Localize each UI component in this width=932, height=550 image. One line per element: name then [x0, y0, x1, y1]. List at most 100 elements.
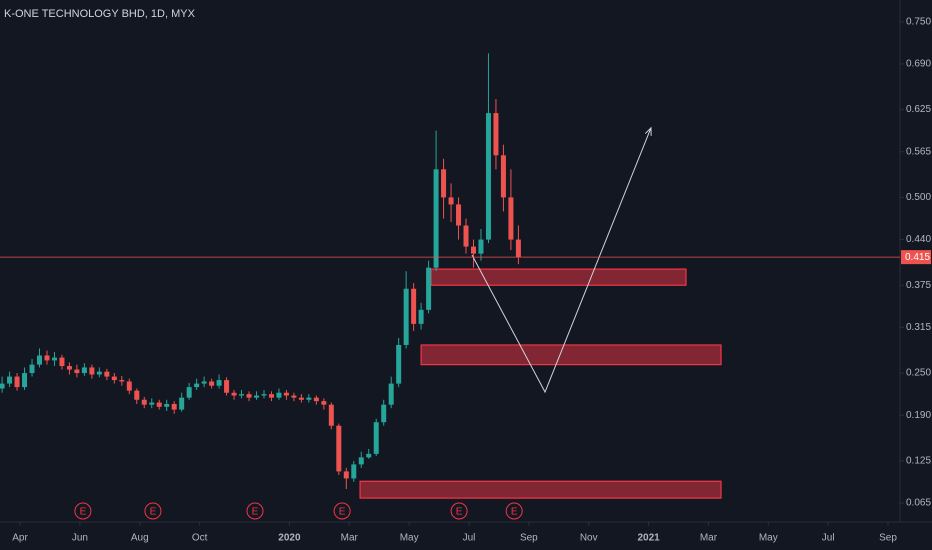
candle-body	[381, 404, 387, 423]
x-tick-label: Sep	[879, 533, 897, 544]
candle-body	[328, 404, 334, 426]
candle-body	[388, 383, 394, 405]
candle-body	[179, 397, 185, 410]
x-tick-label: Mar	[341, 533, 359, 544]
candle-body	[478, 239, 484, 254]
candle-body	[66, 366, 72, 370]
x-tick-label: Apr	[12, 533, 28, 544]
candle-body	[44, 355, 50, 361]
candle-body	[403, 288, 409, 345]
event-marker	[74, 502, 92, 520]
zone	[430, 268, 687, 286]
x-tick-label: Oct	[192, 533, 208, 544]
x-tick-label: 2021	[637, 533, 660, 544]
candle-body	[0, 383, 5, 389]
candle-body	[224, 380, 230, 393]
candle-body	[418, 309, 424, 324]
candle-body	[343, 471, 349, 479]
candle-body	[463, 225, 469, 247]
candle-body	[149, 402, 155, 405]
x-tick-label: Aug	[131, 533, 149, 544]
candle-body	[254, 395, 260, 398]
candle-body	[216, 380, 222, 386]
event-marker	[246, 502, 264, 520]
candle-body	[37, 355, 43, 365]
candle-body	[22, 373, 28, 388]
y-tick-label: 0.375	[906, 280, 931, 291]
candle-body	[441, 169, 447, 198]
y-tick-label: 0.690	[906, 59, 931, 70]
event-label: E	[252, 507, 259, 518]
y-tick-label: 0.440	[906, 234, 931, 245]
y-tick-label: 0.315	[906, 322, 931, 333]
x-tick-label: Jul	[463, 533, 476, 544]
candle-body	[268, 394, 274, 398]
candle-body	[14, 376, 20, 388]
last-price-label: 0.415	[905, 252, 930, 263]
zone	[420, 344, 722, 366]
candle-body	[276, 392, 282, 398]
candle-body	[231, 392, 237, 396]
candle-body	[239, 394, 245, 396]
event-label: E	[511, 507, 518, 518]
candle-body	[411, 288, 417, 324]
candle-body	[426, 267, 432, 310]
x-tick-label: May	[400, 533, 419, 544]
candle-body	[313, 397, 319, 402]
y-tick-label: 0.190	[906, 410, 931, 421]
candle-body	[119, 380, 125, 382]
event-label: E	[80, 507, 87, 518]
candle-body	[156, 402, 162, 407]
event-marker	[450, 502, 468, 520]
y-tick-label: 0.250	[906, 368, 931, 379]
candle-body	[194, 383, 200, 388]
candle-body	[366, 453, 372, 458]
candle-body	[306, 397, 312, 400]
candle-body	[74, 369, 80, 374]
candle-body	[515, 239, 521, 258]
candle-body	[29, 364, 35, 374]
candle-body	[81, 367, 87, 374]
event-label: E	[339, 507, 346, 518]
x-tick-label: Nov	[580, 533, 598, 544]
candle-body	[201, 381, 207, 384]
candle-body	[141, 399, 147, 405]
candle-body	[186, 387, 192, 398]
last-price-box	[901, 250, 931, 265]
candle-body	[96, 371, 102, 375]
candle-body	[493, 113, 499, 156]
x-tick-label: Jun	[72, 533, 88, 544]
candle-body	[351, 464, 357, 479]
y-tick-label: 0.565	[906, 146, 931, 157]
candle-body	[51, 357, 57, 361]
candle-body	[485, 113, 491, 240]
chart-title: K-ONE TECHNOLOGY BHD, 1D, MYX	[4, 8, 196, 20]
candle-body	[456, 204, 462, 226]
candle-body	[111, 376, 117, 381]
candle-body	[298, 397, 304, 400]
candle-body	[89, 367, 95, 375]
candle-body	[433, 169, 439, 268]
candle-body	[373, 422, 379, 454]
candle-body	[283, 392, 289, 396]
event-label: E	[150, 507, 157, 518]
x-tick-label: May	[759, 533, 778, 544]
zone	[359, 480, 722, 499]
candle-body	[508, 197, 514, 240]
candle-body	[448, 197, 454, 205]
candle-body	[500, 155, 506, 198]
candle-body	[321, 401, 327, 405]
x-tick-label: Mar	[700, 533, 718, 544]
y-tick-label: 0.625	[906, 104, 931, 115]
candle-body	[336, 425, 342, 472]
x-tick-label: Sep	[520, 533, 538, 544]
candle-body	[209, 381, 215, 386]
candle-body	[164, 403, 170, 407]
x-tick-label: 2020	[278, 533, 301, 544]
candle-body	[7, 376, 13, 384]
candle-body	[104, 371, 110, 377]
y-tick-label: 0.065	[906, 498, 931, 509]
event-marker	[333, 502, 351, 520]
